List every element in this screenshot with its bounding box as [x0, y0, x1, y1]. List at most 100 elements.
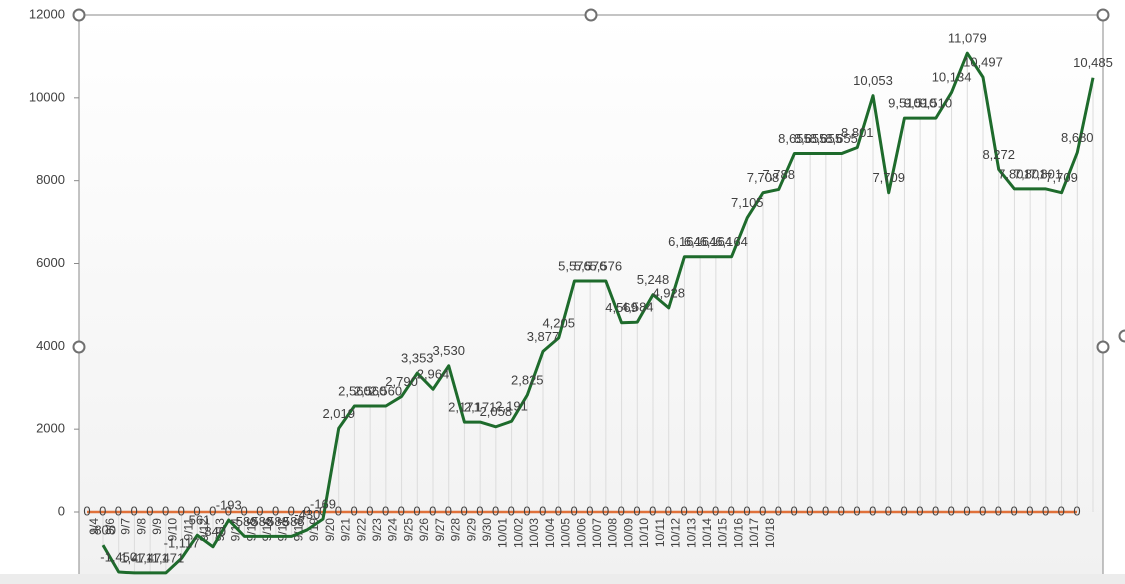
- x-tick-label: 9/20: [323, 518, 337, 542]
- data-label: 10,053: [853, 73, 893, 88]
- data-label: 4,928: [652, 285, 685, 300]
- data-label: 0: [555, 503, 562, 518]
- series-line: [101, 51, 1095, 575]
- data-label: 0: [99, 503, 106, 518]
- data-label: 0: [696, 503, 703, 518]
- data-label: 0: [492, 503, 499, 518]
- data-label: 0: [225, 503, 232, 518]
- data-label: -1,471: [132, 550, 169, 565]
- x-tick-label: 10/01: [496, 518, 510, 548]
- x-tick-label: 9/11: [181, 518, 195, 541]
- data-label: 0: [885, 503, 892, 518]
- data-label: 0: [743, 503, 750, 518]
- x-tick-label: 10/14: [700, 518, 714, 548]
- data-label: 0: [351, 503, 358, 518]
- x-tick-label: 10/08: [606, 518, 620, 548]
- data-label: 0: [1026, 503, 1033, 518]
- data-label: 8,655: [825, 131, 858, 146]
- data-label: 8,272: [982, 147, 1015, 162]
- x-tick-label: 9/25: [401, 518, 415, 542]
- data-label: 0: [508, 503, 515, 518]
- handle[interactable]: [1118, 329, 1125, 343]
- data-label: 2,560: [354, 383, 387, 398]
- x-tick-label: 9/7: [119, 518, 133, 535]
- handle[interactable]: [72, 8, 86, 22]
- data-label: 7,709: [1045, 170, 1078, 185]
- data-label: 0: [476, 503, 483, 518]
- x-tick-label: 9/23: [370, 518, 384, 542]
- data-label: 9,510: [904, 96, 937, 111]
- data-label: 7,105: [731, 195, 764, 210]
- data-label: 0: [319, 503, 326, 518]
- data-label: 0: [869, 503, 876, 518]
- selection-handles: [72, 8, 1125, 354]
- data-label: 2,790: [385, 374, 418, 389]
- data-label: 2,560: [338, 383, 371, 398]
- data-label: 5,576: [558, 258, 591, 273]
- data-label: 9,510: [888, 96, 921, 111]
- data-label: 0: [602, 503, 609, 518]
- data-label: 2,191: [495, 399, 528, 414]
- x-tick-label: 10/10: [637, 518, 651, 548]
- data-label: -430: [294, 507, 320, 522]
- data-label: 0: [1073, 503, 1080, 518]
- data-label: 0: [429, 503, 436, 518]
- data-label: 2,058: [480, 404, 513, 419]
- data-label: 0: [586, 503, 593, 518]
- x-tick-label: 9/6: [103, 518, 117, 535]
- data-label: 0: [571, 503, 578, 518]
- x-tick-label: 9/10: [166, 518, 180, 542]
- data-label: -193: [216, 497, 242, 512]
- data-label: -840: [200, 524, 226, 539]
- data-label: -800: [90, 523, 116, 538]
- data-label: 0: [272, 503, 279, 518]
- data-label: 0: [681, 503, 688, 518]
- data-label: 0: [539, 503, 546, 518]
- data-label: 2,964: [417, 367, 450, 382]
- data-label: 0: [838, 503, 845, 518]
- x-tick-label: 9/29: [464, 518, 478, 542]
- data-label: 10,485: [1073, 55, 1113, 70]
- data-label: 0: [775, 503, 782, 518]
- x-tick-label: 10/03: [527, 518, 541, 548]
- data-label: 7,801: [1030, 166, 1063, 181]
- x-tick-label: 10/15: [716, 518, 730, 548]
- data-label: 0: [256, 503, 263, 518]
- data-label: -561: [184, 513, 210, 528]
- data-label: 5,576: [574, 258, 607, 273]
- data-label: 0: [335, 503, 342, 518]
- data-label: 0: [633, 503, 640, 518]
- data-label: 0: [948, 503, 955, 518]
- data-label: 8,680: [1061, 130, 1094, 145]
- data-label: 0: [366, 503, 373, 518]
- data-label: 0: [523, 503, 530, 518]
- y-tick-label: 12000: [29, 6, 65, 21]
- data-label: 10,497: [963, 55, 1003, 70]
- y-tick-label: 0: [58, 503, 65, 518]
- x-tick-label: 9/21: [339, 518, 353, 542]
- data-label: -1,117: [164, 536, 200, 551]
- handle[interactable]: [584, 8, 598, 22]
- x-tick-label: 9/24: [386, 518, 400, 542]
- x-tick-label: 10/09: [621, 518, 635, 548]
- data-label: 8,801: [841, 125, 874, 140]
- x-tick-label: 10/17: [747, 518, 761, 548]
- data-label: 3,530: [432, 343, 465, 358]
- x-tick-label: 10/02: [511, 518, 525, 548]
- data-label: 0: [712, 503, 719, 518]
- data-label: 0: [241, 503, 248, 518]
- data-label: -169: [310, 496, 336, 511]
- handle[interactable]: [1096, 340, 1110, 354]
- handle[interactable]: [1096, 8, 1110, 22]
- data-label: 4,584: [621, 300, 654, 315]
- data-label: -1,471: [116, 550, 153, 565]
- data-label: 5,248: [637, 272, 670, 287]
- data-label: 0: [146, 503, 153, 518]
- data-label: 8,655: [810, 131, 843, 146]
- x-tick-label: 10/16: [731, 518, 745, 548]
- data-label: 3,353: [401, 351, 434, 366]
- y-tick-label: 4000: [36, 338, 65, 353]
- handle[interactable]: [72, 340, 86, 354]
- data-label: -1,471: [147, 550, 184, 565]
